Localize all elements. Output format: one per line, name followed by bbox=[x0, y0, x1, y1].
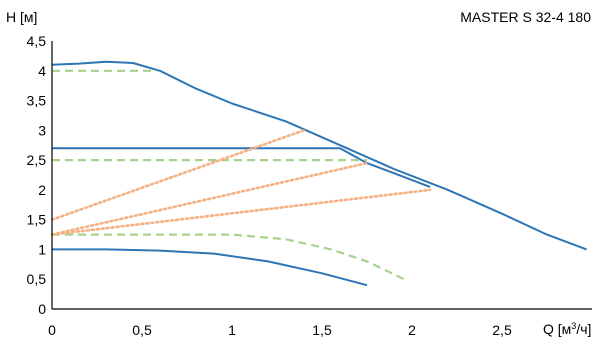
solid-curve-3 bbox=[52, 248, 368, 287]
dashed-curve-6 bbox=[52, 233, 408, 282]
x-axis-label-prefix: Q [м bbox=[543, 321, 571, 337]
y-tick-label: 2,5 bbox=[27, 152, 47, 168]
y-tick-label: 4 bbox=[38, 63, 46, 79]
x-tick-label: 0,5 bbox=[132, 322, 152, 338]
solid-curve-1 bbox=[51, 60, 587, 251]
x-tick-label: 1 bbox=[228, 322, 236, 338]
y-tick-label: 3 bbox=[38, 122, 46, 138]
dotted-curve-9 bbox=[50, 188, 432, 236]
x-tick-label: 1,5 bbox=[312, 322, 332, 338]
x-axis-label: Q [м3/ч] bbox=[543, 321, 591, 337]
y-tick-label: 4,5 bbox=[27, 33, 47, 49]
chart-title: MASTER S 32-4 180 bbox=[460, 9, 591, 25]
dotted-curve-7 bbox=[50, 129, 306, 221]
y-tick-label: 0 bbox=[38, 301, 46, 317]
x-tick-label: 2 bbox=[408, 322, 416, 338]
x-tick-label: 0 bbox=[48, 322, 56, 338]
series-layer bbox=[50, 60, 587, 287]
y-tick-label: 3,5 bbox=[27, 93, 47, 109]
y-tick-label: 0,5 bbox=[27, 271, 47, 287]
axis-layer bbox=[51, 41, 592, 310]
dotted-curve-8 bbox=[50, 161, 369, 236]
x-tick-labels: 0 0,5 1 1,5 2 2,5 bbox=[48, 322, 512, 338]
y-axis-label: H [м] bbox=[6, 9, 37, 25]
y-tick-labels: 0 0,5 1 1,5 2 2,5 3 3,5 4 4,5 bbox=[27, 33, 47, 317]
x-tick-label: 2,5 bbox=[492, 322, 512, 338]
y-tick-label: 1,5 bbox=[27, 212, 47, 228]
x-axis-label-sup: 3 bbox=[571, 321, 576, 331]
y-tick-label: 2 bbox=[38, 182, 46, 198]
y-tick-label: 1 bbox=[38, 241, 46, 257]
x-axis-label-suffix: /ч] bbox=[576, 321, 591, 337]
